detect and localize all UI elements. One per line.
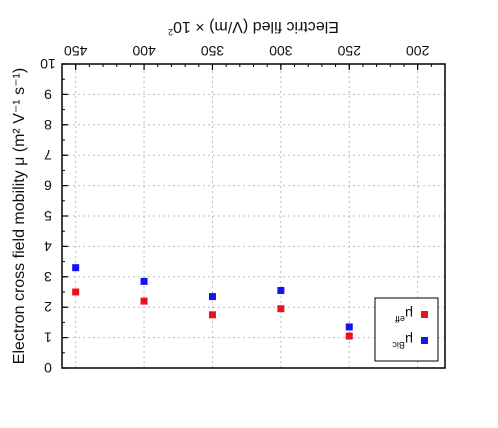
- y-tick-label: 2: [44, 299, 52, 315]
- legend-label: μeff: [395, 306, 413, 324]
- legend-label: μBic: [392, 332, 413, 350]
- data-point-bic: [72, 264, 80, 272]
- data-point-bic: [277, 286, 285, 294]
- y-tick-label: 6: [44, 178, 52, 194]
- data-point-bic: [140, 277, 148, 285]
- x-axis-title: Electric filed (V/m) × 102: [168, 18, 339, 37]
- axis-ticks: [61, 63, 446, 369]
- x-axis-title-exponent: 2: [168, 27, 173, 37]
- x-tick-label: 300: [269, 43, 293, 59]
- data-point-eff: [277, 305, 285, 313]
- x-tick-label: 200: [406, 43, 430, 59]
- legend-label-superscript: eff: [395, 314, 405, 324]
- legend-label-superscript: Bic: [392, 340, 405, 350]
- y-tick-label: 7: [44, 147, 52, 163]
- x-tick-label: 250: [337, 43, 361, 59]
- data-point-eff: [345, 332, 353, 340]
- y-tick-label: 5: [44, 208, 52, 224]
- y-tick-label: 4: [44, 238, 52, 254]
- data-point-eff: [208, 311, 216, 319]
- legend-label-base: μ: [405, 332, 413, 348]
- y-tick-label: 10: [40, 56, 56, 72]
- y-tick-label: 9: [44, 86, 52, 102]
- y-tick-label: 0: [44, 360, 52, 376]
- x-tick-label: 350: [201, 43, 225, 59]
- data-point-bic: [208, 293, 216, 301]
- y-tick-label: 8: [44, 117, 52, 133]
- tick-labels: 200 250 300 350 400 450 0 1 2 3 4 5 6 7 8 9 10: [40, 43, 429, 376]
- x-axis-title-text: Electric filed (V/m) × 10: [173, 18, 339, 35]
- y-axis-title: Electron cross field mobility μ (m² V⁻¹ …: [11, 68, 28, 364]
- y-tick-label: 1: [44, 330, 52, 346]
- x-tick-label: 400: [132, 43, 156, 59]
- y-tick-label: 3: [44, 269, 52, 285]
- legend-label-base: μ: [405, 306, 413, 322]
- data-point-bic: [345, 323, 353, 331]
- data-point-eff: [72, 288, 80, 296]
- data-point-eff: [140, 297, 148, 305]
- x-tick-label: 450: [64, 43, 88, 59]
- legend-swatch: [421, 311, 428, 318]
- legend-swatch: [421, 337, 428, 344]
- legend-box: [374, 297, 439, 362]
